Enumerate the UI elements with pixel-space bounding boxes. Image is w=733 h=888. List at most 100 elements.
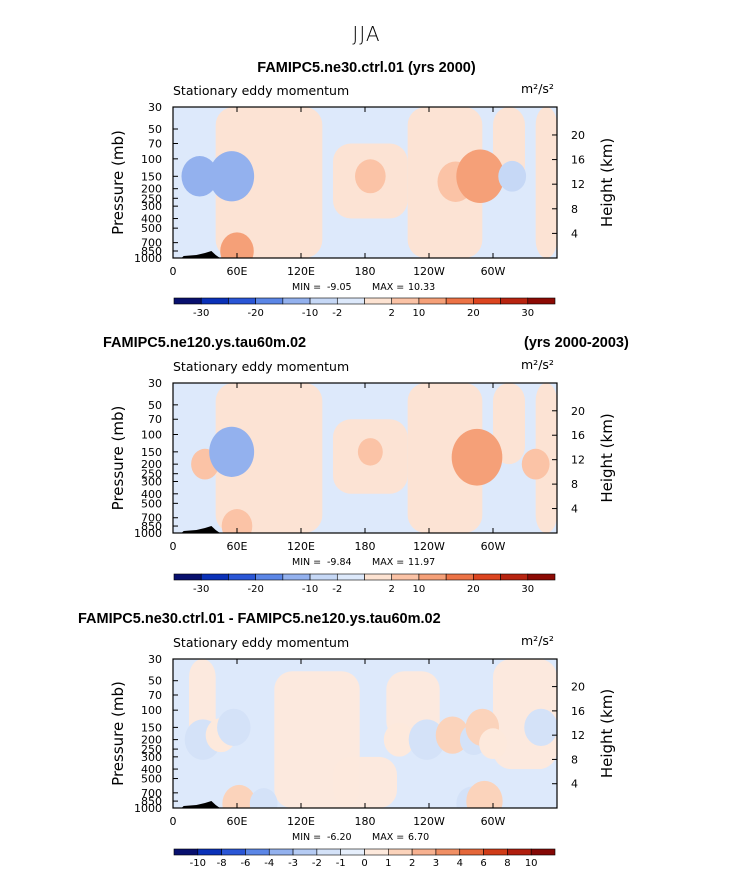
colorbar-swatch xyxy=(435,848,461,856)
lon-tick-label: 120E xyxy=(287,265,315,278)
lon-tick-label: 180 xyxy=(355,815,376,828)
lon-tick-label: 0 xyxy=(170,540,177,553)
pressure-tick-label: 150 xyxy=(141,721,162,734)
colorbar-label: 8 xyxy=(504,858,510,869)
height-tick-label: 4 xyxy=(571,227,578,240)
panel-3-min-value: -6.20 xyxy=(327,832,352,843)
colorbar-label: 30 xyxy=(521,308,534,319)
colorbar-label: 20 xyxy=(467,308,480,319)
feature-14-level-1 xyxy=(466,780,503,808)
colorbar-swatch xyxy=(530,848,556,856)
colorbar-label: -30 xyxy=(193,308,209,319)
panel-3-units: m²/s² xyxy=(521,633,554,648)
panel-1-subtitle: Stationary eddy momentum xyxy=(173,83,350,98)
pressure-tick-label: 300 xyxy=(141,751,162,764)
panel-1-title: FAMIPC5.ne30.ctrl.01 (yrs 2000) xyxy=(257,60,476,76)
colorbar-swatch xyxy=(197,848,222,856)
height-tick-label: 16 xyxy=(571,429,585,442)
field-band-3 xyxy=(407,383,483,533)
colorbar-swatch xyxy=(221,848,246,856)
feature-3-level-1 xyxy=(220,232,254,258)
pressure-tick-label: 500 xyxy=(141,773,162,786)
pressure-tick-label: 400 xyxy=(141,213,162,226)
pressure-tick-label: 850 xyxy=(141,520,162,533)
feature-1-level-1 xyxy=(181,156,218,197)
panel-2-min-label: MIN = xyxy=(292,557,322,568)
colorbar-label: 30 xyxy=(521,584,534,595)
colorbar-label: -20 xyxy=(247,308,263,319)
feature-5-level-1 xyxy=(249,788,278,808)
lon-tick-label: 0 xyxy=(170,265,177,278)
pressure-tick-label: 100 xyxy=(141,704,162,717)
height-tick-label: 16 xyxy=(571,705,585,718)
height-axis-title: Height (km) xyxy=(598,689,616,778)
height-axis-title: Height (km) xyxy=(598,138,616,227)
pressure-tick-label: 1000 xyxy=(134,802,162,815)
lon-tick-label: 120W xyxy=(413,815,445,828)
feature-4-level-1 xyxy=(357,438,383,466)
panel-1-min-label: MIN = xyxy=(292,282,322,293)
panel-2-subtitle: Stationary eddy momentum xyxy=(173,359,350,374)
topography xyxy=(181,526,220,533)
lon-tick-label: 0 xyxy=(170,815,177,828)
colorbar-swatch xyxy=(507,848,532,856)
pressure-tick-label: 200 xyxy=(141,183,162,196)
pressure-tick-label: 850 xyxy=(141,795,162,808)
panel-2-max-label: MAX = xyxy=(372,557,405,568)
lon-tick-label: 120E xyxy=(287,540,315,553)
colorbar-swatch xyxy=(245,848,270,856)
lon-tick-label: 60E xyxy=(227,540,248,553)
panel-1-max-value: 10.33 xyxy=(408,282,436,293)
pressure-tick-label: 500 xyxy=(141,497,162,510)
pressure-tick-label: 50 xyxy=(148,399,162,412)
pressure-tick-label: 100 xyxy=(141,429,162,442)
colorbar-label: 2 xyxy=(409,858,415,869)
pressure-tick-label: 30 xyxy=(148,101,162,114)
feature-3-level-1 xyxy=(221,509,253,533)
height-tick-label: 20 xyxy=(571,129,585,142)
panel-2-title-right: (yrs 2000-2003) xyxy=(524,335,629,351)
height-tick-label: 4 xyxy=(571,778,578,791)
lon-tick-label: 60W xyxy=(481,265,506,278)
colorbar-swatch xyxy=(268,848,294,856)
pressure-tick-label: 850 xyxy=(141,245,162,258)
panel-2-title: FAMIPC5.ne120.ys.tau60m.02 xyxy=(103,335,307,351)
panel-1-min-value: -9.05 xyxy=(327,282,352,293)
pressure-tick-label: 70 xyxy=(148,689,162,702)
panel-3-max-value: 6.70 xyxy=(408,832,430,843)
height-tick-label: 8 xyxy=(571,478,578,491)
colorbar-label: -10 xyxy=(190,858,206,869)
feature-6-level-1 xyxy=(521,448,550,480)
feature-7-level-1 xyxy=(498,160,527,192)
height-tick-label: 20 xyxy=(571,405,585,418)
colorbar-label: -3 xyxy=(288,858,298,869)
feature-7-level-1 xyxy=(408,719,446,760)
colorbar-swatch xyxy=(527,297,556,305)
pressure-tick-label: 200 xyxy=(141,458,162,471)
colorbar-label: -10 xyxy=(302,584,318,595)
colorbar-label: -2 xyxy=(332,584,342,595)
panel-3-title: FAMIPC5.ne30.ctrl.01 - FAMIPC5.ne120.ys.… xyxy=(78,611,441,627)
panel-2-max-value: 11.97 xyxy=(408,557,436,568)
colorbar-label: 3 xyxy=(433,858,439,869)
pressure-tick-label: 30 xyxy=(148,653,162,666)
colorbar-label: 0 xyxy=(361,858,367,869)
colorbar-label: -30 xyxy=(193,584,209,595)
pressure-tick-label: 50 xyxy=(148,123,162,136)
colorbar-label: -8 xyxy=(217,858,227,869)
colorbar-label: -2 xyxy=(332,308,342,319)
feature-4-level-1 xyxy=(222,784,256,808)
pressure-axis-title: Pressure (mb) xyxy=(109,406,127,511)
colorbar-label: -4 xyxy=(264,858,274,869)
pressure-tick-label: 400 xyxy=(141,763,162,776)
pressure-tick-label: 30 xyxy=(148,377,162,390)
height-axis-title: Height (km) xyxy=(598,413,616,502)
height-tick-label: 12 xyxy=(571,178,585,191)
panel-2-min-value: -9.84 xyxy=(327,557,352,568)
panel-1-field xyxy=(173,107,557,258)
height-tick-label: 4 xyxy=(571,503,578,516)
field-band-5 xyxy=(333,756,397,808)
pressure-tick-label: 100 xyxy=(141,153,162,166)
